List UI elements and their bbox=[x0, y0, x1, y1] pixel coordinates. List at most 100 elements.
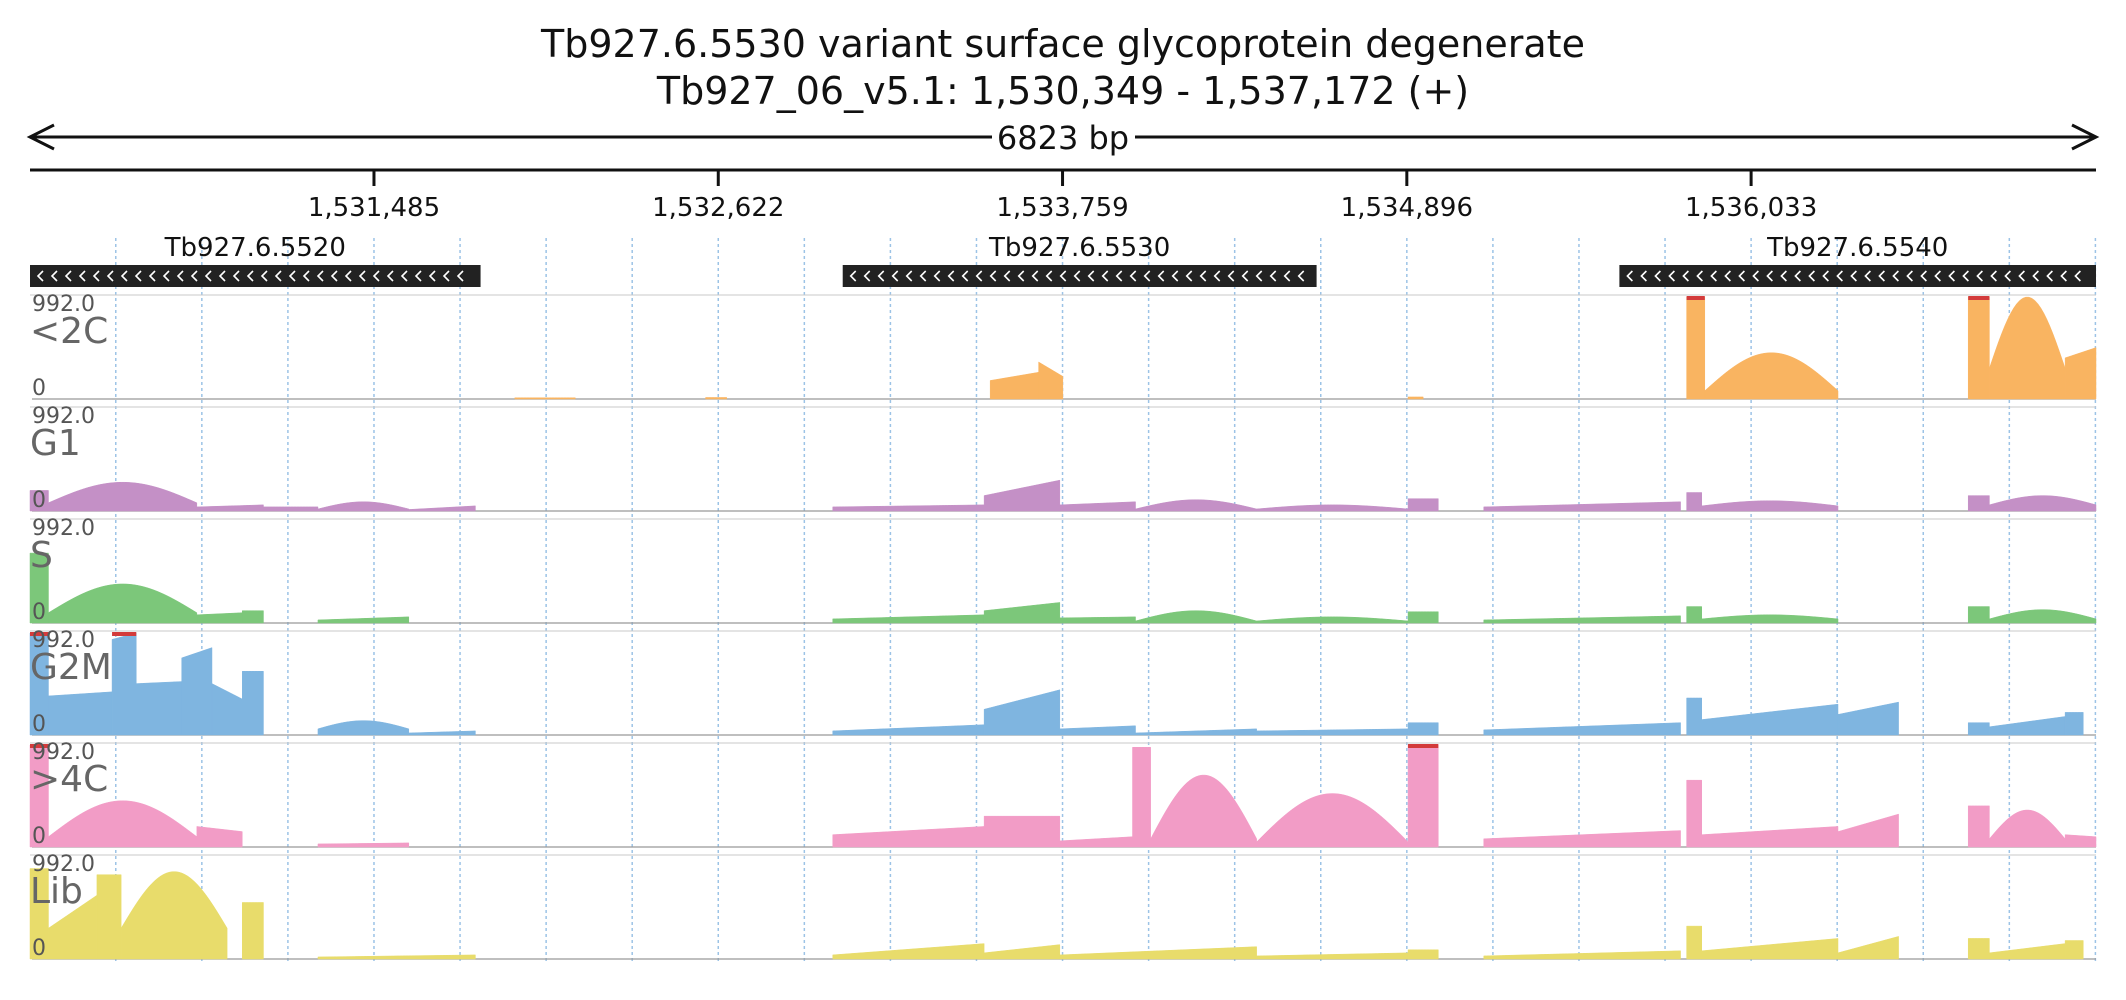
coverage-segment bbox=[1038, 361, 1064, 400]
y-max-label: 992.0 bbox=[32, 852, 95, 877]
coverage-segment bbox=[136, 681, 182, 736]
chart-title: Tb927.6.5530 variant surface glycoprotei… bbox=[540, 22, 1585, 66]
coverage-segment bbox=[983, 479, 1061, 512]
gene-label: Tb927.6.5530 bbox=[988, 233, 1170, 263]
coverage-segment bbox=[983, 815, 1061, 848]
coverage-segment bbox=[832, 943, 985, 960]
strand-arrow-icon bbox=[316, 270, 324, 282]
coverage-segment bbox=[96, 874, 122, 960]
strand-arrow-icon bbox=[106, 270, 114, 282]
strand-arrow-icon bbox=[877, 270, 885, 282]
coverage-segment bbox=[1967, 606, 1990, 624]
strand-arrow-icon bbox=[232, 270, 240, 282]
grid-lines bbox=[115, 238, 2097, 962]
coverage-track: 992.0 0 G1 bbox=[29, 404, 2097, 513]
strand-arrow-icon bbox=[246, 270, 254, 282]
coverage-segment bbox=[1967, 296, 1990, 400]
strand-arrow-icon bbox=[92, 270, 100, 282]
strand-arrow-icon bbox=[863, 270, 871, 282]
strand-arrow-icon bbox=[330, 270, 338, 282]
coverage-track: 992.0 0 Lib bbox=[29, 852, 2096, 961]
coverage-segment bbox=[832, 504, 985, 512]
coverage-segment bbox=[242, 610, 264, 624]
coverage-segment bbox=[1837, 701, 1899, 736]
coverage-segment bbox=[1701, 938, 1839, 960]
coverage-segment bbox=[705, 397, 727, 400]
coverage-segment bbox=[1704, 352, 1839, 400]
strand-arrow-icon bbox=[1976, 270, 1983, 282]
coverage-segment bbox=[832, 724, 985, 736]
strand-arrow-icon bbox=[1808, 270, 1815, 282]
strand-arrow-icon bbox=[1892, 270, 1899, 282]
y-max-label: 992.0 bbox=[32, 404, 95, 429]
strand-arrow-icon bbox=[274, 270, 282, 282]
strand-arrow-icon bbox=[1738, 270, 1745, 282]
strand-arrow-icon bbox=[1073, 270, 1081, 282]
strand-arrow-icon bbox=[1696, 270, 1703, 282]
track-name-label: Lib bbox=[30, 871, 83, 912]
coverage-segment bbox=[1701, 703, 1839, 736]
gene-strand-arrows-icon bbox=[849, 270, 1305, 282]
coverage-segment bbox=[1686, 492, 1703, 512]
coverage-segment bbox=[317, 720, 410, 736]
strand-arrow-icon bbox=[1087, 270, 1095, 282]
strand-arrow-icon bbox=[2032, 270, 2039, 282]
coverage-segment bbox=[1837, 813, 1899, 848]
strand-arrow-icon bbox=[36, 270, 44, 282]
coverage-segment bbox=[1059, 501, 1136, 512]
strand-arrow-icon bbox=[1878, 270, 1885, 282]
strand-arrow-icon bbox=[204, 270, 212, 282]
coverage-segment bbox=[1686, 697, 1703, 736]
coverage-segment bbox=[1135, 728, 1257, 736]
y-min-label: 0 bbox=[32, 488, 46, 513]
strand-arrow-icon bbox=[1934, 270, 1941, 282]
track-name-label: G2M bbox=[30, 647, 112, 688]
strand-arrow-icon bbox=[1227, 270, 1235, 282]
coverage-segment bbox=[1483, 950, 1681, 960]
coverage-segment bbox=[1256, 616, 1409, 624]
strand-arrow-icon bbox=[1780, 270, 1787, 282]
strand-arrow-icon bbox=[1255, 270, 1263, 282]
y-max-label: 992.0 bbox=[32, 516, 95, 541]
axis-ticks: 1,531,485 1,532,622 1,533,759 1,534,896 1,53… bbox=[308, 170, 1817, 223]
strand-arrow-icon bbox=[442, 270, 450, 282]
strand-arrow-icon bbox=[260, 270, 268, 282]
axis-tick-label: 1,532,622 bbox=[652, 193, 784, 223]
strand-arrow-icon bbox=[162, 270, 170, 282]
scale-bar: 6823 bp bbox=[26, 119, 2100, 157]
coverage-segment bbox=[1483, 615, 1681, 624]
strand-arrow-icon bbox=[50, 270, 58, 282]
strand-arrow-icon bbox=[1640, 270, 1647, 282]
coverage-segment bbox=[242, 902, 264, 960]
strand-arrow-icon bbox=[1850, 270, 1857, 282]
coverage-segment bbox=[983, 602, 1061, 624]
clipped-marker bbox=[30, 632, 49, 636]
gene-strand-arrows-icon bbox=[36, 270, 464, 282]
coverage-segment bbox=[832, 614, 985, 624]
coverage-segment bbox=[181, 647, 213, 736]
coverage-segment bbox=[48, 691, 113, 736]
coverage-segment bbox=[48, 894, 98, 960]
y-max-label: 992.0 bbox=[32, 740, 95, 765]
coverage-segment bbox=[1686, 779, 1703, 848]
coverage-segment bbox=[1837, 936, 1899, 960]
y-min-label: 0 bbox=[32, 936, 46, 961]
coverage-segment bbox=[408, 730, 476, 736]
strand-arrow-icon bbox=[134, 270, 142, 282]
strand-arrow-icon bbox=[1185, 270, 1193, 282]
strand-arrow-icon bbox=[358, 270, 366, 282]
strand-arrow-icon bbox=[64, 270, 72, 282]
coverage-segment bbox=[242, 671, 264, 736]
strand-arrow-icon bbox=[2018, 270, 2025, 282]
chart-subtitle: Tb927_06_v5.1: 1,530,349 - 1,537,172 (+) bbox=[656, 69, 1469, 113]
gene-label: Tb927.6.5540 bbox=[1766, 233, 1948, 263]
strand-arrow-icon bbox=[1115, 270, 1123, 282]
coverage-segment bbox=[29, 552, 49, 624]
coverage-tracks: 992.00<2C992.00G1992.00S992.00G2M992.00>… bbox=[29, 292, 2097, 961]
strand-arrow-icon bbox=[1269, 270, 1277, 282]
coverage-segment bbox=[983, 944, 1061, 960]
y-max-label: 992.0 bbox=[32, 628, 95, 653]
coverage-segment bbox=[1989, 943, 2066, 960]
coverage-segment bbox=[1989, 495, 2097, 512]
coverage-segment bbox=[1989, 296, 2066, 400]
